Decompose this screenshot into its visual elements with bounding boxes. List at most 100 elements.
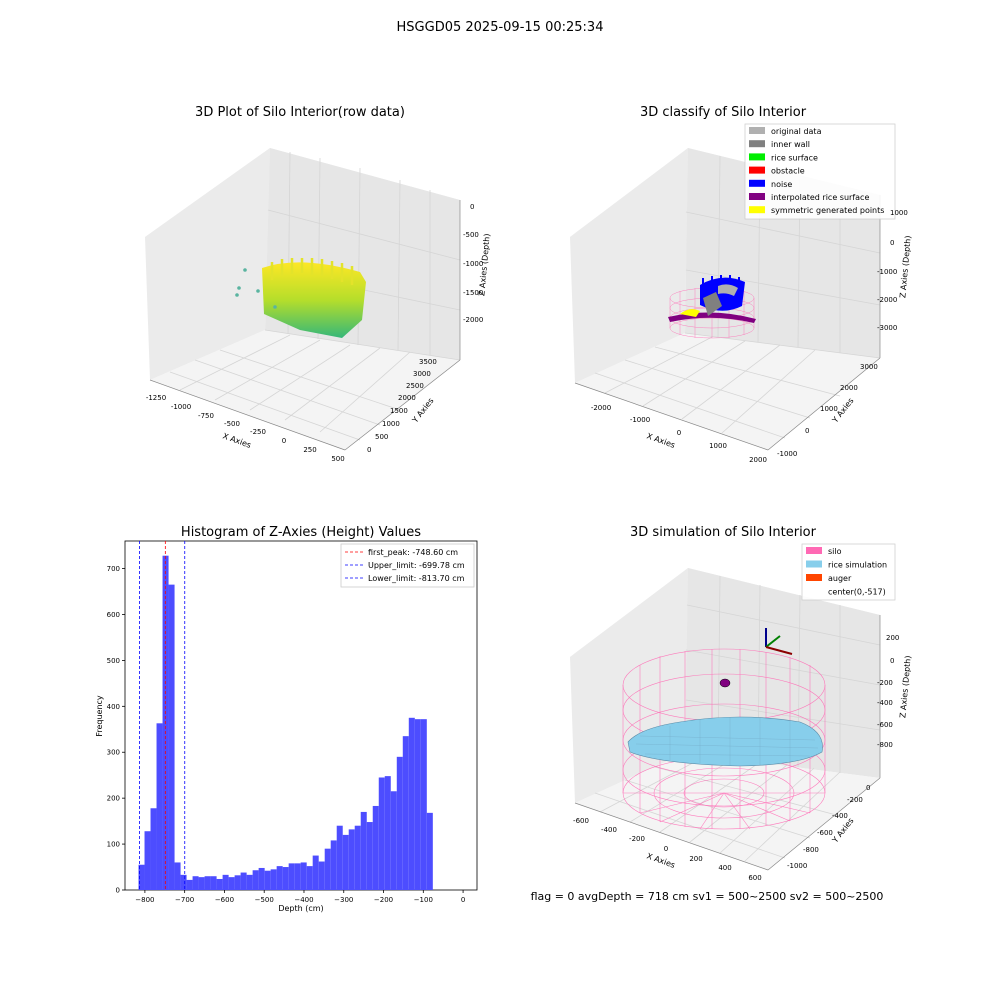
cls-symmetric-points [680, 309, 700, 317]
sim-z-tick: -200 [877, 679, 893, 687]
cls-y-tick: 3000 [860, 363, 878, 371]
legend-swatch [749, 179, 765, 187]
sim-x-label: X Axies [645, 851, 676, 870]
histogram-bar [282, 867, 289, 890]
raw-point-columns [270, 258, 354, 285]
raw-left-pane [145, 148, 270, 380]
status-line: flag = 0 avgDepth = 718 cm sv1 = 500~250… [531, 890, 884, 903]
cls-gridlines [594, 155, 881, 439]
histogram-y-tick-label: 700 [107, 565, 120, 573]
histogram-bar [204, 876, 211, 890]
cls-z-tick: -1000 [877, 268, 897, 276]
histogram-bar [390, 791, 397, 890]
legend-label: rice surface [771, 153, 818, 162]
raw-axes [149, 200, 461, 451]
cls-z-label: Z Axies (Depth) [898, 235, 912, 298]
histogram-bar [222, 874, 229, 890]
sim-y-tick: -200 [847, 796, 863, 804]
sim-rice-mesh [635, 717, 819, 765]
raw-x-tick: 0 [282, 437, 286, 445]
histogram-bar [324, 848, 331, 890]
histogram-bar [174, 862, 181, 890]
legend-swatch [749, 127, 765, 134]
histogram-bar [192, 876, 199, 890]
legend-swatch [806, 574, 822, 581]
histogram-bar [270, 869, 277, 890]
histogram-x-tick-label: −400 [294, 896, 313, 904]
histogram-bar [186, 879, 193, 890]
cls-y-tick: 0 [805, 427, 809, 435]
raw-x-label: X Axies [221, 431, 252, 450]
histogram-bar [264, 870, 271, 890]
sim-floor-pane [575, 753, 880, 870]
raw-y-tick: 3500 [419, 358, 437, 366]
histogram-bar [414, 719, 421, 890]
sim-x-tick: -400 [601, 826, 617, 834]
histogram-bar [408, 717, 415, 890]
legend-label: inner wall [771, 140, 810, 149]
histogram-bar [396, 756, 403, 890]
histogram-y-tick-label: 400 [107, 703, 120, 711]
histogram-bar [300, 862, 307, 890]
panel-classify-3d: 3D classify of Silo Interior [570, 105, 913, 464]
legend-swatch [749, 166, 765, 174]
histogram-x-tick-label: −100 [414, 896, 433, 904]
cls-x-tick: -2000 [591, 404, 611, 412]
histogram-bar [150, 808, 157, 890]
cls-x-label: X Axies [645, 431, 676, 450]
cls-legend-frame [744, 123, 896, 220]
histogram-x-tick-label: −700 [175, 896, 194, 904]
histogram-bar [360, 811, 367, 890]
histogram-y-tick-label: 500 [107, 657, 120, 665]
legend-swatch [806, 560, 822, 568]
histogram-bar [180, 874, 187, 890]
legend-label: auger [828, 574, 852, 583]
sim-x-tick: -600 [573, 817, 589, 825]
raw-x-tick: -1000 [171, 403, 191, 411]
histogram-y-label: Frequency [95, 695, 104, 737]
sim-y-label: Y Axies [830, 816, 856, 845]
histogram-bar [294, 863, 301, 890]
raw-z-ticks: -2000 -1500 -1000 -500 0 [463, 203, 483, 324]
sim-x-tick: 0 [664, 845, 668, 853]
sim-z-ticks: -800 -600 -400 -200 0 200 [877, 634, 899, 749]
histogram-bar [420, 719, 427, 890]
histogram-bar [138, 864, 145, 890]
histogram-bar [168, 584, 175, 891]
sim-x-tick: -200 [629, 835, 645, 843]
raw-y-tick: 500 [375, 433, 388, 441]
sim-z-tick: -800 [877, 741, 893, 749]
histogram-bar [234, 875, 241, 890]
simulation-3d-title: 3D simulation of Silo Interior [630, 525, 817, 540]
cls-floor-pane [575, 333, 880, 450]
cls-legend-items: original data inner wall rice surface obsta… [749, 127, 884, 215]
histogram-bar [198, 877, 205, 890]
sim-legend-items: silo rice simulation auger center(0,-517) [806, 547, 887, 597]
histogram-bar [258, 867, 265, 890]
cls-inner-wall [703, 292, 722, 316]
histogram-legend: first_peak: -748.60 cm Upper_limit: -699.… [340, 543, 475, 588]
histogram-bar [366, 822, 373, 890]
histogram-bar [156, 723, 163, 890]
histogram-x-tick-label: −200 [374, 896, 393, 904]
histogram-y-tick-label: 100 [107, 841, 120, 849]
histogram-bar [342, 834, 349, 890]
raw-x-tick: -500 [224, 420, 240, 428]
sim-y-tick: -400 [832, 812, 848, 820]
histogram-bar [354, 825, 361, 890]
histogram-x-tick-label: −800 [135, 896, 154, 904]
raw-y-tick: 0 [367, 446, 371, 454]
raw-x-tick: 500 [331, 455, 344, 463]
raw-y-tick: 3000 [413, 370, 431, 378]
histogram-bar [252, 870, 259, 890]
raw-z-tick: 0 [470, 203, 474, 211]
sim-x-tick: 400 [718, 864, 731, 872]
sim-rice-surface [627, 716, 823, 767]
histogram-bar [210, 876, 217, 890]
legend-label: symmetric generated points [771, 206, 884, 215]
legend-label: silo [828, 547, 842, 556]
histogram-bar [384, 776, 391, 890]
raw-x-tick: -750 [198, 412, 214, 420]
raw-x-tick: -250 [250, 428, 266, 436]
histogram-bar [372, 805, 379, 890]
